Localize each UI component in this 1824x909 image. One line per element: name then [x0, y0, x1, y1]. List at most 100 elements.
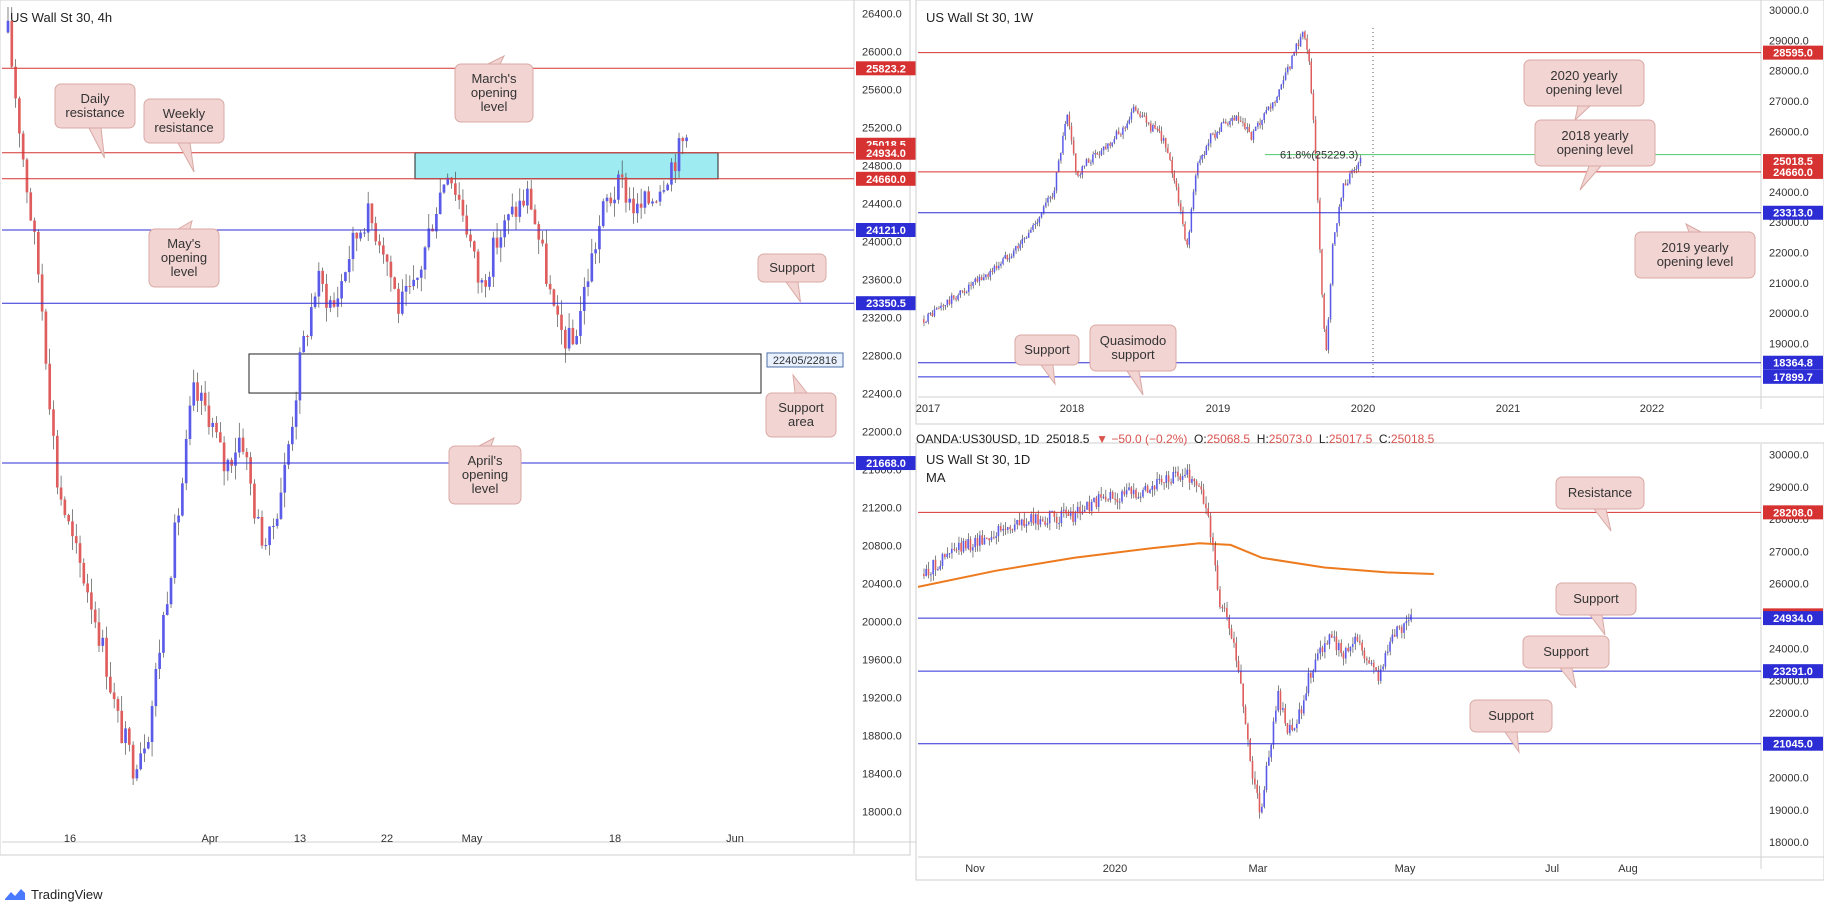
candle-down: [67, 515, 70, 522]
candle-down: [552, 289, 556, 306]
candle-down: [1053, 510, 1056, 517]
candle-up: [518, 200, 522, 217]
candle-down: [1325, 328, 1327, 350]
candle-up: [1299, 36, 1302, 47]
candle-up: [666, 184, 669, 191]
candle-up: [1312, 670, 1314, 678]
candle-down: [1316, 154, 1319, 201]
candle-up: [1094, 152, 1096, 155]
candle-up: [575, 335, 578, 345]
candle-down: [1330, 634, 1333, 638]
price-tag: 24934.0: [856, 145, 916, 160]
candle-up: [993, 265, 996, 272]
candle-up: [510, 206, 514, 215]
candle-up: [605, 197, 609, 202]
candle-down: [1233, 638, 1235, 643]
candle-down: [991, 270, 994, 272]
candle-down: [960, 542, 962, 552]
candle-down: [1177, 187, 1180, 204]
candle-up: [1293, 51, 1295, 56]
candle-down: [472, 241, 476, 252]
candle-up: [1261, 806, 1263, 813]
candle-up: [965, 291, 968, 293]
candle-up: [1002, 258, 1004, 264]
candle-up: [929, 574, 932, 576]
price-tag-box: [856, 296, 916, 311]
candle-up: [1010, 256, 1013, 258]
candle-down: [1169, 153, 1171, 160]
candle-down: [1179, 476, 1182, 480]
candle-up: [1032, 225, 1034, 230]
price-tick-label: 24000.0: [1769, 643, 1809, 655]
candle-up: [507, 214, 510, 221]
price-tag-text: 24934.0: [1773, 613, 1813, 625]
candle-down: [1072, 511, 1074, 522]
candle-down: [1241, 121, 1244, 123]
candle-down: [1163, 482, 1165, 484]
candle-up: [1027, 232, 1030, 238]
candle-down: [1214, 545, 1217, 566]
candle-up: [1069, 511, 1072, 517]
candle-up: [1192, 191, 1195, 209]
candle-up: [950, 548, 953, 554]
candle-down: [1321, 647, 1324, 653]
candle-down: [385, 254, 389, 262]
candle-up: [188, 405, 192, 439]
candle-up: [1083, 509, 1086, 512]
price-tag-box: [1763, 154, 1823, 169]
candle-up: [1284, 72, 1287, 81]
time-tick-label: Jul: [1545, 863, 1559, 875]
candle-down: [40, 274, 44, 312]
candle-up: [1342, 183, 1345, 198]
price-tag-text: 18364.8: [1773, 358, 1813, 370]
candle-up: [1267, 757, 1270, 766]
annotation-callout: Support: [1522, 635, 1610, 689]
candle-down: [120, 710, 124, 744]
price-tag-box: [1763, 611, 1823, 626]
tradingview-brand[interactable]: TradingView: [4, 885, 103, 903]
candle-down: [1067, 513, 1070, 517]
chart-4h-title: US Wall St 30, 4h: [10, 10, 112, 25]
candle-down: [63, 499, 67, 516]
candle-up: [503, 220, 506, 238]
price-tag-text: 24121.0: [866, 225, 906, 237]
candle-down: [985, 537, 988, 539]
candle-up: [601, 201, 605, 227]
candle-up: [1316, 653, 1319, 660]
open-label: O:: [1194, 432, 1207, 446]
candle-up: [272, 525, 275, 527]
candle-down: [374, 223, 378, 242]
annotation-text: Support: [1573, 591, 1619, 606]
candle-down: [1321, 249, 1323, 295]
candle-down: [116, 699, 120, 711]
price-tick-label: 25200.0: [862, 123, 902, 135]
candle-up: [974, 537, 976, 548]
price-tick-label: 20400.0: [862, 579, 902, 591]
candle-up: [1405, 621, 1408, 624]
chart-1w[interactable]: US Wall St 30, 1W 30000.0 29000.0 28000.0 2…: [915, 0, 1824, 425]
candle-down: [999, 526, 1002, 531]
candle-down: [1137, 110, 1139, 114]
candle-down: [18, 98, 21, 134]
annotation-text-line: resistance: [154, 120, 213, 135]
annotation-text-line: area: [788, 414, 815, 429]
price-tick-label: 26400.0: [862, 9, 902, 21]
candle-down: [1319, 200, 1321, 250]
candle-down: [1326, 643, 1328, 645]
candle-up: [1340, 197, 1342, 207]
candle-down: [1041, 519, 1044, 522]
candle-up: [1334, 232, 1336, 245]
candle-up: [1272, 721, 1275, 745]
candle-up: [226, 459, 230, 472]
candle-down: [1363, 650, 1366, 659]
annotation-callout: Support: [1469, 699, 1553, 754]
candle-up: [1060, 510, 1063, 524]
high-value: 25073.0: [1268, 432, 1313, 446]
price-tag-box: [1763, 205, 1823, 220]
chart-4h[interactable]: US Wall St 30, 4h 26400.0 26000.0 25600.0 2…: [0, 0, 918, 856]
candle-up: [613, 199, 616, 204]
candle-down: [55, 435, 59, 488]
chart-1d[interactable]: US Wall St 30, 1D MA 30000.029000.028000…: [915, 442, 1824, 881]
candle-up: [1025, 237, 1028, 239]
price-tag: 25823.2: [856, 61, 916, 76]
